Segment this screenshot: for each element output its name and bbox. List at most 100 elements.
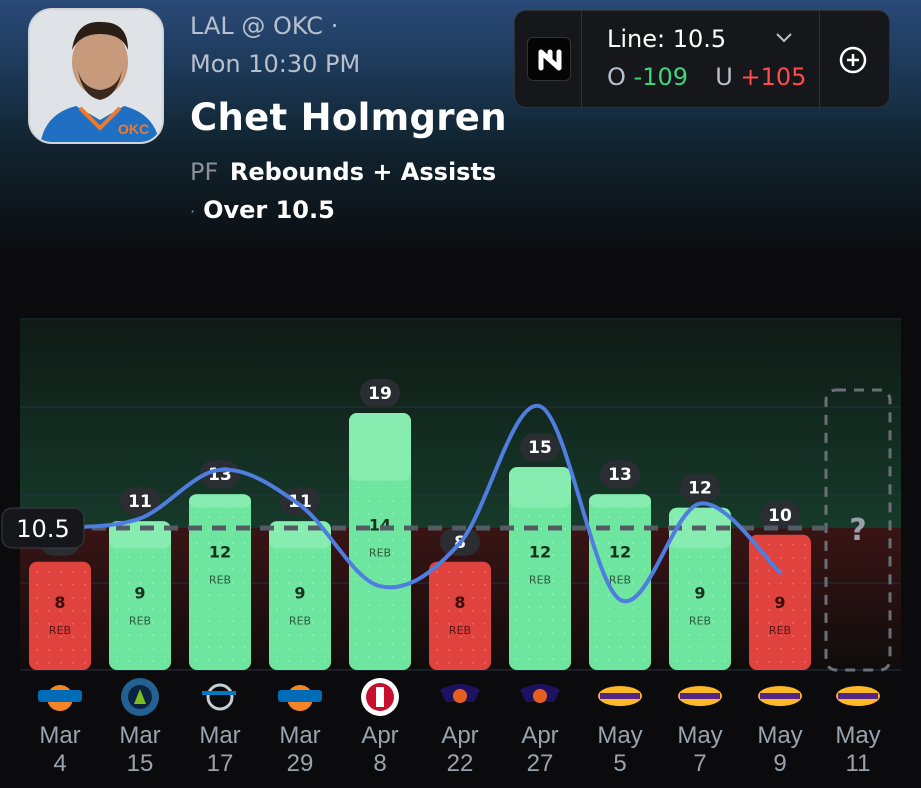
reb-label: REB [289,614,311,627]
trend-line [58,404,782,604]
team-logo-icon [38,685,82,711]
over-label: O [607,63,626,91]
bar [669,507,731,670]
line-label[interactable]: Line: 10.5 [607,25,727,53]
reb-label: REB [209,574,231,587]
reb-value: 14 [369,516,391,535]
reb-value: 9 [694,583,705,602]
matchup-text: LAL @ OKC [190,12,324,40]
team-logo-icon [836,686,880,706]
stat-type: Rebounds + Assists [229,158,497,186]
reb-value: 8 [54,593,65,612]
total-label: 11 [128,492,152,512]
over-under-odds: O -109 U +105 [607,63,806,91]
bar [269,521,331,670]
reb-label: REB [369,547,391,560]
bar-assist-segment [589,494,651,508]
reb-label: REB [769,624,791,637]
team-logo-icon [678,686,722,706]
reb-label: REB [129,614,151,627]
chevron-down-icon[interactable] [773,29,795,45]
date-day: 29 [287,750,314,777]
date-day: 11 [846,750,871,777]
team-logo-icon [598,686,642,706]
total-label: 19 [368,384,392,404]
team-logo-icon [278,685,322,711]
total-label: 12 [688,479,712,499]
date-day: 5 [613,750,626,777]
reb-label: REB [689,614,711,627]
total-label: 11 [288,492,312,512]
date-month: May [597,722,642,749]
player-avatar: OKC [28,8,164,144]
reb-value: 9 [774,593,785,612]
date-month: May [757,722,802,749]
history-chart: 88REB119REB1312REB119REB1914REB88REB1512… [1,318,901,777]
total-pill [680,473,720,502]
reb-value: 9 [294,583,305,602]
date-day: 17 [207,750,234,777]
over-zone [20,320,901,528]
date-month: Mar [119,722,160,749]
date-day: 27 [527,750,554,777]
team-logo-icon [520,684,560,703]
game-time: Mon 10:30 PM [190,50,361,78]
matchup-separator: · [330,12,339,40]
date-month: May [677,722,722,749]
odds-selector[interactable]: Line: 10.5 O -109 U +105 [514,10,890,109]
date-day: 15 [127,750,154,777]
under-label: U [715,63,733,91]
line-value-label: 10.5 [16,515,69,543]
bar [749,534,811,670]
total-pill [200,460,240,489]
reb-value: 8 [454,593,465,612]
game-matchup: LAL @ OKC · [190,12,338,40]
plus-circle-icon[interactable] [837,44,869,76]
date-month: Apr [361,722,398,749]
team-logo-icon [361,678,399,716]
svg-text:OKC: OKC [118,121,149,137]
date-day: 9 [773,750,786,777]
date-month: Apr [521,722,558,749]
total-pill [600,460,640,489]
date-month: Mar [279,722,320,749]
total-label: 10 [768,506,792,526]
date-day: 7 [693,750,706,777]
under-odds: +105 [740,63,807,91]
odds-divider [581,11,582,109]
reb-value: 12 [209,543,231,562]
reb-value: 12 [529,543,551,562]
date-month: May [835,722,880,749]
date-day: 22 [447,750,474,777]
reb-label: REB [449,624,471,637]
bar-assist-segment [509,467,571,508]
sportsbook-logo-icon [527,37,571,81]
bar [109,521,171,670]
total-pill [120,487,160,516]
player-name: Chet Holmgren [190,96,507,139]
date-month: Mar [199,722,240,749]
total-pill [520,433,560,462]
reb-value: 9 [134,583,145,602]
bar-assist-segment [349,413,411,481]
odds-divider [819,11,820,109]
player-position: PF [190,158,219,186]
pick-text: Over 10.5 [203,196,335,224]
line-value-pill [1,507,85,549]
reb-label: REB [529,574,551,587]
reb-value: 12 [609,543,631,562]
total-pill [360,379,400,408]
reb-label: REB [49,624,71,637]
reb-label: REB [609,574,631,587]
bar-assist-segment [189,494,251,508]
total-pill [280,487,320,516]
bar [429,561,491,670]
team-logo-icon [758,686,802,706]
pick-dot: · [190,201,196,221]
date-month: Apr [441,722,478,749]
team-logo-icon [440,684,480,703]
date-day: 4 [53,750,66,777]
over-odds: -109 [633,63,688,91]
total-label: 13 [608,465,632,485]
bar [29,561,91,670]
